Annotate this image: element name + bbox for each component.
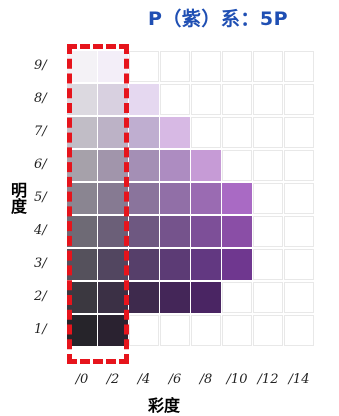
color-chip (129, 150, 159, 181)
empty-chip (284, 282, 314, 313)
empty-chip (222, 84, 252, 115)
y-label: 5/ (34, 190, 47, 205)
color-chip (98, 249, 128, 280)
y-label: 3/ (34, 256, 47, 271)
color-chip (67, 117, 97, 148)
y-label: 4/ (34, 223, 47, 238)
color-chip (191, 183, 221, 214)
y-label: 7/ (34, 124, 47, 139)
color-chip (222, 249, 252, 280)
empty-chip (160, 51, 190, 82)
empty-chip (222, 117, 252, 148)
empty-chip (253, 51, 283, 82)
color-chip (191, 282, 221, 313)
empty-chip (284, 150, 314, 181)
color-chip (98, 315, 128, 346)
color-chip (222, 183, 252, 214)
empty-chip (191, 51, 221, 82)
color-chip (160, 150, 190, 181)
color-chip (98, 117, 128, 148)
empty-chip (253, 150, 283, 181)
color-chip (191, 216, 221, 247)
color-chip (98, 183, 128, 214)
empty-chip (222, 150, 252, 181)
color-chip (191, 249, 221, 280)
y-label: 8/ (34, 91, 47, 106)
x-label: /6 (168, 372, 182, 387)
color-chip (67, 150, 97, 181)
color-chip (67, 249, 97, 280)
color-chip (67, 282, 97, 313)
empty-chip (253, 183, 283, 214)
color-chip (98, 51, 128, 82)
color-chip (160, 183, 190, 214)
page-title: P（紫）系：5P (148, 8, 289, 30)
empty-chip (253, 84, 283, 115)
color-chip (98, 84, 128, 115)
x-label: /12 (257, 372, 279, 387)
empty-chip (160, 315, 190, 346)
empty-chip (284, 315, 314, 346)
empty-chip (253, 216, 283, 247)
empty-chip (222, 282, 252, 313)
color-chip (129, 282, 159, 313)
x-axis-title: 彩度 (148, 396, 181, 415)
empty-chip (191, 84, 221, 115)
empty-chip (284, 84, 314, 115)
color-chip (191, 150, 221, 181)
empty-chip (284, 249, 314, 280)
x-label: /0 (75, 372, 89, 387)
x-label: /10 (226, 372, 248, 387)
empty-chip (160, 84, 190, 115)
color-chip (129, 249, 159, 280)
empty-chip (222, 315, 252, 346)
empty-chip (253, 315, 283, 346)
color-chip (129, 84, 159, 115)
x-label: /2 (106, 372, 120, 387)
empty-chip (253, 249, 283, 280)
empty-chip (253, 282, 283, 313)
y-axis-title: 明度 (8, 182, 27, 214)
color-chip (129, 183, 159, 214)
y-label: 1/ (34, 322, 47, 337)
color-chip (67, 315, 97, 346)
color-chip (98, 150, 128, 181)
color-chip (222, 216, 252, 247)
empty-chip (222, 51, 252, 82)
highlight-box (67, 44, 129, 364)
empty-chip (253, 117, 283, 148)
color-chip (67, 183, 97, 214)
y-label: 6/ (34, 157, 47, 172)
x-label: /4 (137, 372, 151, 387)
x-label: /8 (199, 372, 213, 387)
color-chip (160, 216, 190, 247)
color-chip (129, 216, 159, 247)
color-chip (98, 282, 128, 313)
empty-chip (191, 117, 221, 148)
x-label: /14 (288, 372, 310, 387)
color-chip (160, 249, 190, 280)
color-chip (129, 117, 159, 148)
y-label: 9/ (34, 58, 47, 73)
color-chip (67, 216, 97, 247)
color-chip (67, 84, 97, 115)
empty-chip (284, 216, 314, 247)
color-chip (160, 282, 190, 313)
y-label: 2/ (34, 289, 47, 304)
color-chip (160, 117, 190, 148)
color-chip (67, 51, 97, 82)
empty-chip (284, 117, 314, 148)
empty-chip (129, 315, 159, 346)
empty-chip (191, 315, 221, 346)
empty-chip (129, 51, 159, 82)
empty-chip (284, 183, 314, 214)
color-chip (98, 216, 128, 247)
empty-chip (284, 51, 314, 82)
